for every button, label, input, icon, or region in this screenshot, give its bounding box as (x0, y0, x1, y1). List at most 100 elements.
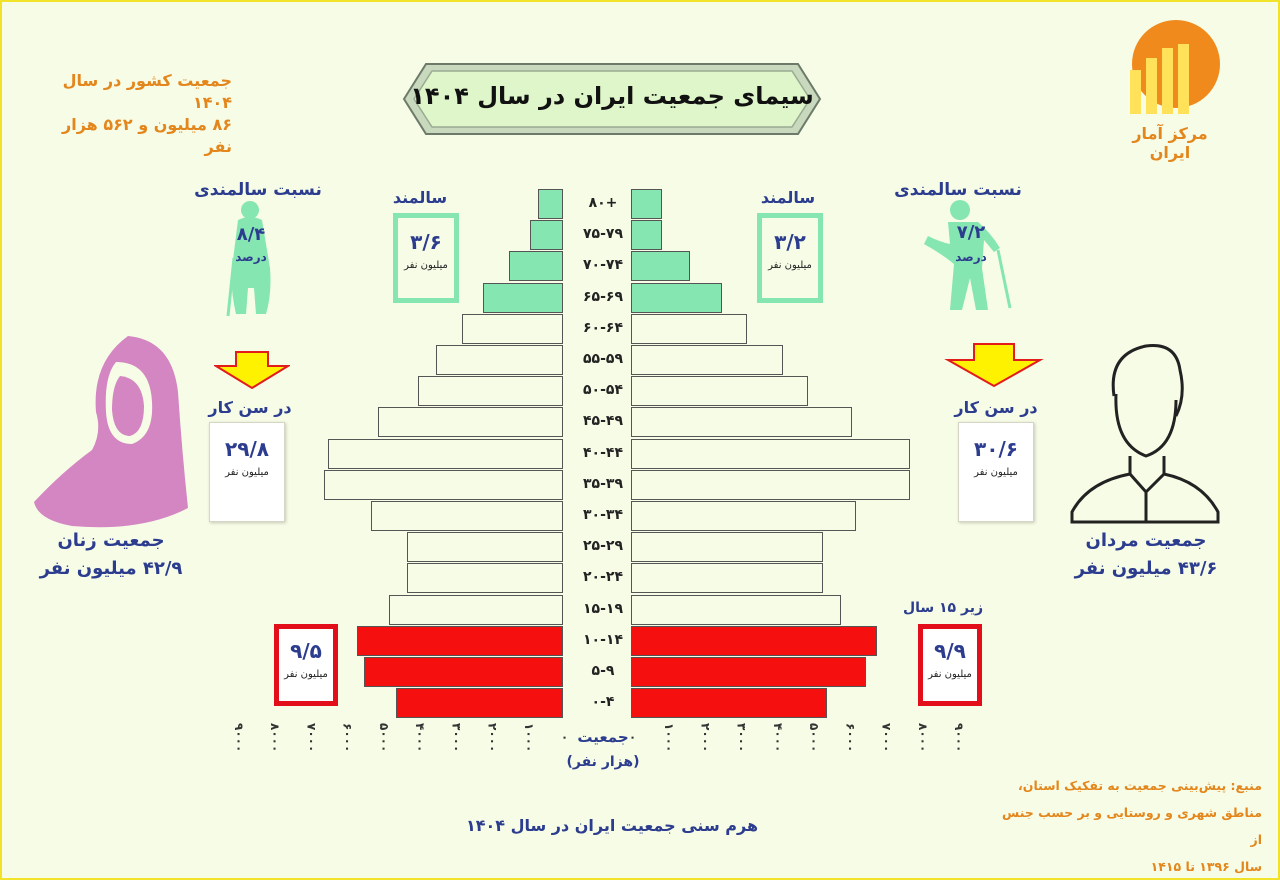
woman-avatar-icon (34, 336, 188, 528)
left-child-box: ۹/۵ میلیون نفر (274, 624, 338, 706)
x-tick-left: ۹۰۰۰ (232, 723, 246, 753)
left-working-label: در سن کار (208, 398, 292, 417)
bar-women-13 (389, 595, 563, 625)
x-tick-right: ۶۰۰۰ (843, 723, 858, 753)
left-child-value: ۹/۵ (290, 639, 322, 663)
right-working-value: ۳۰/۶ (974, 437, 1018, 461)
page-title: سیمای جمعیت ایران در سال ۱۴۰۴ (410, 82, 814, 110)
age-group-label: ۶۰-۶۴ (583, 320, 623, 336)
left-elderly-ratio-value: ۸/۴ (236, 224, 266, 245)
age-group-label: ۷۰-۷۴ (583, 257, 623, 273)
elderly-woman-icon (226, 201, 271, 317)
population-total-line1: جمعیت کشور در سال ۱۴۰۴ (62, 71, 232, 112)
women-value: ۴۲/۹ میلیون نفر (39, 558, 183, 579)
left-working-box: ۲۹/۸ میلیون نفر (209, 422, 285, 522)
x-tick-right: ۷۰۰۰ (879, 723, 894, 753)
age-group-label: ۱۰-۱۴ (583, 632, 623, 648)
x-tick-right: ۳۰۰۰ (734, 723, 749, 753)
bar-men-11 (631, 532, 823, 562)
age-group-label: ۶۵-۶۹ (583, 289, 623, 305)
right-senior-unit: میلیون نفر (768, 260, 812, 271)
bar-women-6 (418, 376, 563, 406)
x-tick-right: ۲۰۰۰ (698, 723, 713, 753)
right-senior-box: ۳/۲ میلیون نفر (757, 213, 823, 303)
bar-women-12 (407, 563, 563, 593)
bar-women-15 (363, 657, 563, 687)
women-label: جمعیت زنان (57, 530, 165, 551)
bar-women-16 (396, 688, 563, 718)
bar-men-3 (631, 283, 722, 313)
age-group-label: ۲۰-۲۴ (583, 569, 623, 585)
bar-women-14 (356, 626, 563, 656)
x-tick-left: ۲۰۰۰ (485, 723, 500, 753)
bar-women-8 (327, 439, 563, 469)
left-down-arrow-icon (214, 351, 290, 390)
right-child-value: ۹/۹ (934, 639, 966, 663)
bar-women-10 (371, 501, 563, 531)
x-tick-left: ۳۰۰۰ (449, 723, 464, 753)
x-tick-left: ۶۰۰۰ (340, 723, 355, 753)
bar-men-9 (631, 470, 910, 500)
bar-men-6 (631, 376, 809, 406)
bar-women-3 (483, 283, 563, 313)
x-tick-right: ۹۰۰۰ (952, 723, 966, 753)
bar-women-0 (538, 189, 563, 219)
left-working-unit: میلیون نفر (225, 467, 269, 478)
age-group-label: ۱۵-۱۹ (583, 601, 623, 617)
bar-men-14 (631, 626, 878, 656)
bar-women-4 (461, 314, 563, 344)
bar-men-10 (631, 501, 856, 531)
right-working-label: در سن کار (954, 398, 1038, 417)
age-group-label: ۳۵-۳۹ (583, 476, 623, 492)
age-group-label: ۰-۴ (591, 694, 615, 710)
age-group-label: ۲۵-۲۹ (583, 538, 623, 554)
bar-men-7 (631, 407, 852, 437)
bar-men-15 (631, 657, 867, 687)
age-group-label: ۵۰-۵۴ (583, 382, 623, 398)
bar-women-7 (378, 407, 563, 437)
right-child-box: ۹/۹ میلیون نفر (918, 624, 982, 706)
bar-men-0 (631, 189, 662, 219)
age-group-label: ۸۰+ (588, 195, 618, 211)
x-tick-right: ۵۰۰۰ (807, 723, 822, 753)
men-value: ۴۳/۶ میلیون نفر (1074, 558, 1218, 579)
axis-label-line2: (هزار نفر) (566, 754, 640, 770)
x-tick-left: ۵۰۰۰ (376, 723, 391, 753)
bar-women-9 (323, 470, 563, 500)
left-elderly-ratio-label: نسبت سالمندی (194, 180, 322, 200)
logo-chart-icon (1130, 20, 1220, 114)
source-line2: مناطق شهری و روستایی و بر حسب جنس از (1002, 805, 1262, 847)
age-group-label: ۴۵-۴۹ (583, 413, 623, 429)
right-senior-label: سالمند (760, 188, 816, 207)
logo: مرکز آمار ایران (1110, 18, 1230, 162)
right-elderly-ratio-label: نسبت سالمندی (894, 180, 1022, 200)
x-tick-left: ۰ (558, 734, 572, 742)
source-note: منبع: پیش‌بینی جمعیت به تفکیک استان، منا… (1002, 772, 1262, 878)
age-group-label: ۵-۹ (591, 663, 615, 679)
left-elderly-ratio-unit: درصد (235, 250, 267, 264)
age-group-label: ۷۵-۷۹ (583, 226, 623, 242)
x-tick-right: ۱۰۰۰ (662, 723, 677, 753)
bar-men-5 (631, 345, 784, 375)
x-tick-left: ۸۰۰۰ (268, 723, 283, 753)
bar-women-11 (407, 532, 563, 562)
x-tick-left: ۱۰۰۰ (521, 723, 536, 753)
x-tick-left: ۷۰۰۰ (304, 723, 319, 753)
left-senior-unit: میلیون نفر (404, 260, 448, 271)
age-group-label: ۴۰-۴۴ (583, 445, 623, 461)
right-senior-value: ۳/۲ (774, 230, 806, 254)
chart-subtitle: هرم سنی جمعیت ایران در سال ۱۴۰۴ (465, 816, 759, 835)
title-banner-shape (402, 63, 822, 135)
right-working-unit: میلیون نفر (974, 467, 1018, 478)
left-child-unit: میلیون نفر (284, 669, 328, 680)
left-senior-value: ۳/۶ (410, 230, 442, 254)
elderly-man-icon (924, 200, 1012, 310)
right-down-arrow-icon (944, 343, 1044, 388)
right-working-box: ۳۰/۶ میلیون نفر (958, 422, 1034, 522)
bar-men-1 (631, 220, 662, 250)
bar-men-13 (631, 595, 842, 625)
axis-label-line1: جمعیت (577, 728, 629, 746)
source-line3: سال ۱۳۹۶ تا ۱۴۱۵ (1150, 859, 1262, 874)
